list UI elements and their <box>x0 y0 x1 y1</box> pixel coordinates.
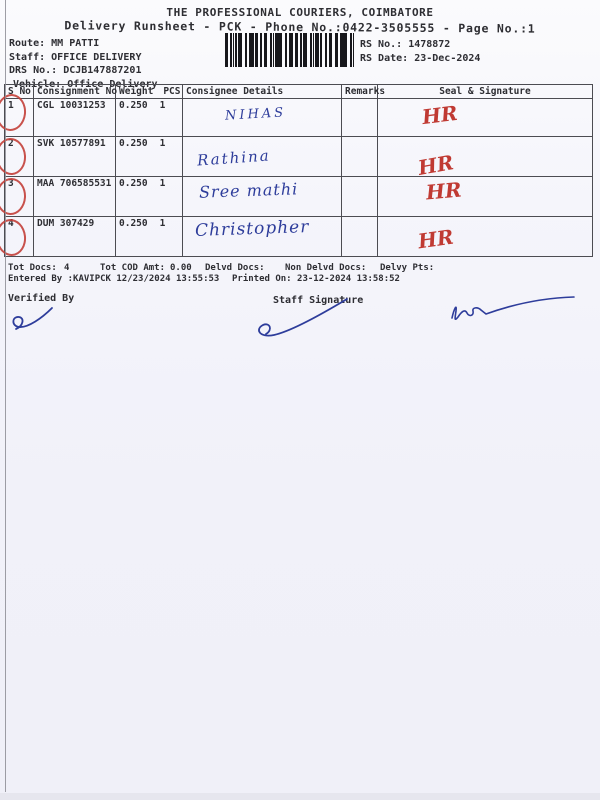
col-weight-pcs: Weight PCS <box>115 84 183 99</box>
table-row: 3 MAA 706585531 0.250 1 Sree mathi HR <box>4 176 593 217</box>
runsheet-table-wrap: S No Consignment No Weight PCS Consignee … <box>0 84 593 258</box>
consignee-handwriting: Christopher <box>194 217 310 241</box>
page-title: THE PROFESSIONAL COURIERS, COIMBATORE <box>166 6 434 19</box>
cell-consignment-no: MAA 706585531 <box>33 176 116 217</box>
tot-cod-value: 0.00 <box>170 263 192 273</box>
consignee-handwriting: Sree mathi <box>198 179 299 202</box>
verified-by-label: Verified By <box>8 293 75 304</box>
delvd-docs-label: Delvd Docs: <box>205 263 265 273</box>
rs-no-label: RS No.: <box>360 39 403 50</box>
cell-consignee: Rathina <box>182 136 342 177</box>
staff-label: Staff: <box>9 51 46 63</box>
cell-seal: HR <box>377 176 593 217</box>
table-row: 1 CGL 10031253 0.250 1 NIHAS HR <box>4 98 593 137</box>
cell-consignee: NIHAS <box>182 98 342 137</box>
cell-remarks <box>341 136 378 177</box>
header-fields: Route: MM PATTI Staff: OFFICE DELIVERY D… <box>9 37 158 91</box>
cell-weight: 0.250 <box>119 178 148 189</box>
staff-signature-stroke <box>258 298 348 337</box>
col-consignee-details: Consignee Details <box>182 84 342 99</box>
tot-cod-label: Tot COD Amt: <box>100 263 166 273</box>
cell-weight: 0.250 <box>119 100 148 111</box>
runsheet-table: S No Consignment No Weight PCS Consignee … <box>4 84 593 257</box>
cell-weight-pcs: 0.250 1 <box>115 98 183 137</box>
cell-consignment-no: CGL 10031253 <box>33 98 116 137</box>
cell-consignment-no: DUM 307429 <box>33 216 116 257</box>
cell-weight-pcs: 0.250 1 <box>115 216 183 257</box>
cell-remarks <box>341 216 378 257</box>
cell-seal: HR <box>377 216 593 257</box>
non-delvd-docs-label: Non Delvd Docs: <box>285 263 367 273</box>
cell-s-no: 4 <box>4 216 34 257</box>
drs-field: DRS No.: DCJB147887201 <box>9 64 158 78</box>
rs-no-field: RS No.: 1478872 <box>360 38 480 52</box>
route-value: MM PATTI <box>51 38 100 49</box>
cell-weight: 0.250 <box>119 138 148 149</box>
cell-pcs: 1 <box>159 100 166 111</box>
seal-handwriting: HR <box>416 150 456 180</box>
table-row: 2 SVK 10577891 0.250 1 Rathina HR <box>4 136 593 180</box>
tot-docs-value: 4 <box>64 263 70 273</box>
staff-field: Staff: OFFICE DELIVERY <box>9 51 158 65</box>
table-row: 4 DUM 307429 0.250 1 Christopher HR <box>4 216 593 257</box>
cell-consignee: Christopher <box>182 216 342 257</box>
cell-weight-pcs: 0.250 1 <box>115 136 183 177</box>
tot-docs-label: Tot Docs: <box>8 263 57 273</box>
staff-value: OFFICE DELIVERY <box>51 51 142 63</box>
route-field: Route: MM PATTI <box>9 37 158 51</box>
route-label: Route: <box>9 38 46 49</box>
courier-signature-scribble <box>451 296 575 320</box>
cell-seal: HR <box>377 98 593 137</box>
consignee-handwriting: NIHAS <box>224 105 287 124</box>
scan-edge-bottom-artifact <box>0 793 600 800</box>
staff-signature-label: Staff Signature <box>273 295 364 306</box>
col-seal-signature: Seal & Signature <box>377 84 593 99</box>
summary-section: Tot Docs: 4 Tot COD Amt: 0.00 Delvd Docs… <box>0 263 600 287</box>
table-header-row: S No Consignment No Weight PCS Consignee … <box>4 84 593 99</box>
rs-date-value: 23-Dec-2024 <box>414 53 481 64</box>
seal-handwriting: HR <box>420 100 459 130</box>
cell-weight: 0.250 <box>119 218 148 229</box>
drs-label: DRS No.: <box>9 65 58 76</box>
cell-pcs: 1 <box>159 178 166 189</box>
cell-pcs: 1 <box>159 138 166 149</box>
consignee-handwriting: Rathina <box>196 146 272 170</box>
col-remarks: Remarks <box>341 84 385 99</box>
cell-remarks <box>341 98 378 137</box>
cell-consignee: Sree mathi <box>182 176 342 217</box>
cell-weight-pcs: 0.250 1 <box>115 176 183 217</box>
rs-date-label: RS Date: <box>360 53 409 64</box>
delvy-pts-label: Delvy Pts: <box>380 263 435 273</box>
verified-by-signature <box>12 307 53 330</box>
scan-edge-artifact <box>5 0 6 792</box>
col-weight: Weight <box>119 86 154 97</box>
col-pcs: PCS <box>163 86 181 97</box>
barcode <box>225 33 355 67</box>
seal-handwriting: HR <box>425 177 463 205</box>
signature-strokes <box>12 296 575 337</box>
seal-handwriting: HR <box>416 224 456 254</box>
printed-on-text: Printed On: 23-12-2024 13:58:52 <box>232 274 400 284</box>
rs-fields: RS No.: 1478872 RS Date: 23-Dec-2024 <box>360 38 480 66</box>
cell-remarks <box>341 176 378 217</box>
drs-value: DCJB147887201 <box>63 65 142 76</box>
rs-no-value: 1478872 <box>408 39 451 50</box>
col-consignment-no: Consignment No <box>33 84 117 99</box>
cell-pcs: 1 <box>159 218 166 229</box>
cell-consignment-no: SVK 10577891 <box>33 136 116 177</box>
entered-by-text: Entered By :KAVIPCK 12/23/2024 13:55:53 <box>8 274 220 284</box>
cell-seal: HR <box>377 136 593 180</box>
rs-date-field: RS Date: 23-Dec-2024 <box>360 52 480 66</box>
